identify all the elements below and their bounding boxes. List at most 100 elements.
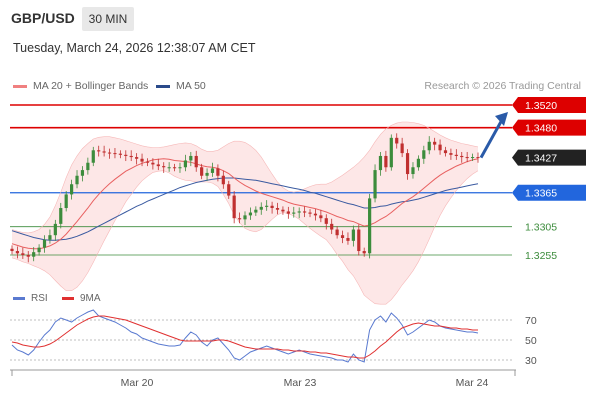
chart-header: GBP/USD 30 MIN: [0, 0, 590, 38]
candle-body: [422, 150, 426, 159]
candle-body: [400, 143, 404, 154]
candle-body: [156, 164, 160, 167]
candle-body: [162, 166, 166, 168]
9ma-swatch: [62, 297, 74, 300]
candle-body: [335, 229, 339, 236]
ma20-line: [11, 158, 479, 250]
candle-body: [178, 167, 182, 169]
bb-lower-line: [11, 170, 479, 305]
candle-body: [129, 155, 133, 158]
candle-body: [167, 167, 171, 169]
candle-body: [330, 223, 334, 230]
rsi-tick-30: 30: [525, 355, 537, 367]
candle-body: [210, 168, 215, 173]
candle-body: [427, 141, 431, 151]
projection-arrow: [479, 112, 508, 159]
candle-body: [53, 223, 57, 236]
legend-ma20: MA 20 + Bollinger Bands: [13, 80, 148, 92]
candle-body: [433, 141, 437, 145]
rsi-tick-50: 50: [525, 335, 537, 347]
candle-body: [194, 155, 198, 168]
candlesticks: [10, 133, 480, 263]
price-tag-label-support: 1.3255: [525, 250, 557, 262]
candle-body: [189, 155, 193, 161]
timeframe-badge[interactable]: 30 MIN: [82, 7, 134, 31]
ma50-label: MA 50: [176, 80, 206, 92]
price-tag-label-support: 1.3305: [525, 221, 557, 233]
candle-body: [227, 184, 231, 196]
candle-body: [465, 157, 469, 159]
candle-body: [270, 205, 274, 209]
candle-body: [405, 153, 410, 175]
9ma-label: 9MA: [80, 293, 101, 304]
candle-body: [59, 208, 63, 224]
candle-body: [232, 195, 236, 219]
candle-body: [313, 213, 318, 216]
time-axis: Mar 20 Mar 23 Mar 24: [10, 369, 516, 389]
candle-body: [351, 229, 355, 241]
candle-body: [411, 167, 415, 175]
price-tag-current: [512, 149, 586, 166]
candle-body: [297, 211, 301, 213]
candle-body: [145, 161, 150, 163]
moving-averages: [11, 121, 479, 305]
candle-body: [70, 184, 74, 195]
legend-ma50: MA 50: [156, 80, 206, 92]
copyright-text: Research © 2026 Trading Central: [424, 80, 581, 92]
projection-arrow-head: [495, 112, 508, 126]
chart-datetime: Tuesday, March 24, 2026 12:38:07 AM CET: [13, 41, 256, 55]
candle-body: [324, 218, 328, 224]
candle-body: [275, 208, 280, 210]
candle-body: [113, 153, 117, 155]
candle-body: [368, 198, 372, 254]
candle-body: [319, 215, 323, 219]
candle-body: [292, 212, 296, 214]
candle-body: [303, 211, 307, 213]
candle-body: [10, 248, 14, 252]
candle-body: [183, 160, 187, 168]
candle-body: [384, 155, 388, 168]
candle-body: [37, 247, 41, 253]
candle-body: [248, 212, 253, 216]
time-tick-label: Mar 24: [456, 377, 489, 389]
candle-body: [26, 255, 30, 257]
candle-body: [389, 137, 393, 168]
candle-body: [340, 235, 345, 239]
projection-arrow-shaft: [479, 117, 505, 159]
candle-body: [86, 162, 90, 171]
candle-body: [102, 151, 106, 153]
rsi-ma-line: [11, 315, 478, 359]
candle-body: [281, 209, 285, 212]
rsi-panel: 70 50 30: [10, 309, 537, 367]
time-tick-label: Mar 23: [284, 377, 317, 389]
ma20-label: MA 20 + Bollinger Bands: [33, 80, 149, 92]
rsi-label: RSI: [31, 293, 48, 304]
candle-body: [265, 205, 269, 207]
candle-body: [140, 158, 144, 162]
candle-body: [21, 253, 25, 255]
candle-body: [357, 229, 361, 252]
ma50-line: [11, 177, 479, 241]
candle-body: [308, 212, 312, 214]
candle-body: [200, 167, 204, 176]
candle-body: [449, 153, 453, 155]
candle-body: [243, 215, 247, 220]
candle-body: [259, 206, 263, 210]
ma20-swatch: [13, 84, 27, 88]
candle-body: [172, 167, 177, 169]
candle-body: [362, 251, 366, 254]
candle-body: [416, 158, 420, 168]
candle-body: [107, 152, 112, 154]
candle-body: [118, 153, 122, 155]
candle-body: [378, 155, 383, 171]
candle-body: [286, 211, 290, 214]
candle-body: [395, 137, 399, 144]
candle-body: [460, 155, 464, 158]
candle-body: [216, 168, 220, 176]
price-tag-resistance: [512, 119, 586, 136]
candle-body: [151, 162, 155, 165]
legend-9ma: 9MA: [62, 293, 101, 304]
candle-body: [443, 150, 448, 154]
candle-body: [373, 170, 377, 199]
